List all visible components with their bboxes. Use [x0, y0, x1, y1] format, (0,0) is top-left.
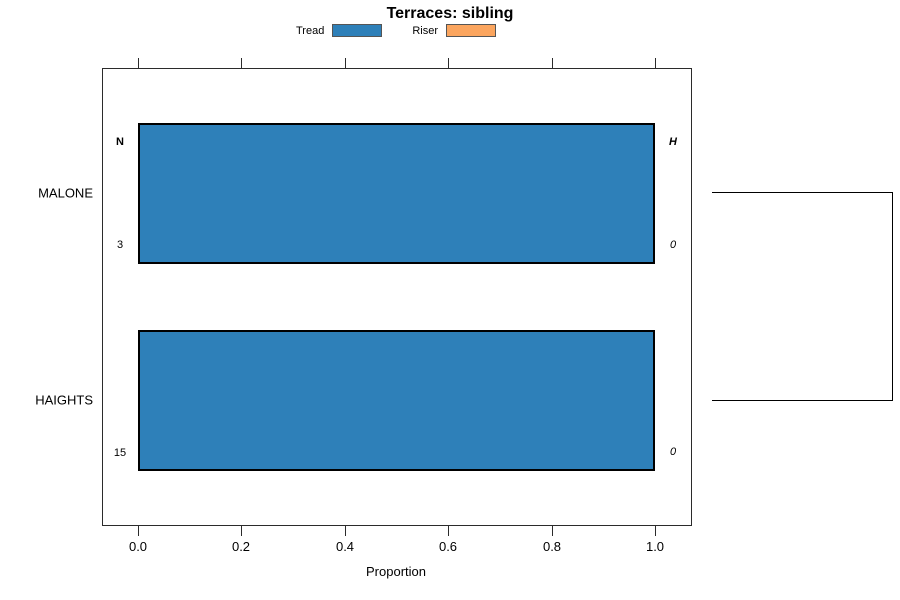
plot-area [102, 68, 692, 526]
chart-title: Terraces: sibling [386, 5, 514, 22]
x-tick-label: 0.8 [542, 539, 562, 554]
axis-tick-bottom [655, 526, 656, 536]
n-value-malone: 3 [116, 239, 124, 251]
axis-tick-bottom [552, 526, 553, 536]
category-label-haights: HAIGHTS [35, 392, 93, 408]
x-tick-label: 0.2 [231, 539, 251, 554]
category-label-malone: MALONE [38, 185, 93, 201]
axis-tick-top [345, 58, 346, 68]
n-value-haights: 15 [113, 447, 127, 459]
h-value-haights: 0 [669, 446, 677, 458]
axis-tick-bottom [448, 526, 449, 536]
legend-swatch-tread [332, 24, 383, 37]
x-tick-label: 0.6 [438, 539, 458, 554]
legend-label-riser: Riser [412, 24, 438, 37]
axis-tick-top [655, 58, 656, 68]
h-value-malone: 0 [669, 239, 677, 251]
axis-tick-bottom [345, 526, 346, 536]
axis-tick-top [448, 58, 449, 68]
bar-malone-tread [138, 123, 655, 264]
column-header-h: H [669, 136, 677, 148]
column-header-n: N [116, 136, 124, 148]
bar-haights-tread [138, 330, 655, 471]
x-tick-label: 0.4 [335, 539, 355, 554]
legend-label-tread: Tread [296, 24, 325, 37]
x-tick-label: 0.0 [128, 539, 148, 554]
axis-tick-top [241, 58, 242, 68]
row-connector-bracket [712, 192, 893, 401]
axis-tick-top [552, 58, 553, 68]
x-tick-label: 1.0 [645, 539, 665, 554]
legend: Tread Riser [296, 24, 496, 37]
axis-tick-bottom [138, 526, 139, 536]
legend-swatch-riser [446, 24, 496, 37]
axis-tick-top [138, 58, 139, 68]
x-axis-label: Proportion [366, 564, 426, 579]
axis-tick-bottom [241, 526, 242, 536]
